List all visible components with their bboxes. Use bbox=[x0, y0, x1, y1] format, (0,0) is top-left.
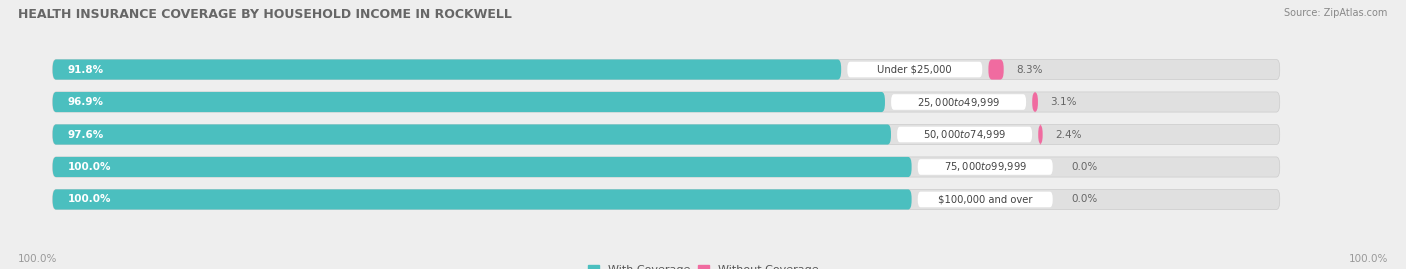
Legend: With Coverage, Without Coverage: With Coverage, Without Coverage bbox=[588, 265, 818, 269]
Text: $25,000 to $49,999: $25,000 to $49,999 bbox=[917, 95, 1000, 108]
FancyBboxPatch shape bbox=[1038, 125, 1043, 144]
Text: 100.0%: 100.0% bbox=[67, 194, 111, 204]
FancyBboxPatch shape bbox=[52, 157, 911, 177]
FancyBboxPatch shape bbox=[891, 94, 1026, 110]
Text: $50,000 to $74,999: $50,000 to $74,999 bbox=[922, 128, 1007, 141]
Text: 97.6%: 97.6% bbox=[67, 129, 104, 140]
FancyBboxPatch shape bbox=[52, 92, 884, 112]
Text: Under $25,000: Under $25,000 bbox=[877, 65, 952, 75]
Text: 0.0%: 0.0% bbox=[1071, 162, 1097, 172]
FancyBboxPatch shape bbox=[52, 125, 1279, 144]
Text: 100.0%: 100.0% bbox=[1348, 254, 1388, 264]
Text: 100.0%: 100.0% bbox=[18, 254, 58, 264]
FancyBboxPatch shape bbox=[848, 62, 983, 77]
FancyBboxPatch shape bbox=[52, 157, 1279, 177]
FancyBboxPatch shape bbox=[52, 59, 841, 80]
Text: 8.3%: 8.3% bbox=[1017, 65, 1042, 75]
FancyBboxPatch shape bbox=[52, 92, 1279, 112]
FancyBboxPatch shape bbox=[52, 125, 891, 144]
Text: 2.4%: 2.4% bbox=[1054, 129, 1081, 140]
Text: 0.0%: 0.0% bbox=[1071, 194, 1097, 204]
FancyBboxPatch shape bbox=[52, 189, 911, 210]
Text: 3.1%: 3.1% bbox=[1050, 97, 1077, 107]
Text: Source: ZipAtlas.com: Source: ZipAtlas.com bbox=[1284, 8, 1388, 18]
Text: 91.8%: 91.8% bbox=[67, 65, 104, 75]
FancyBboxPatch shape bbox=[52, 59, 1279, 80]
Text: $75,000 to $99,999: $75,000 to $99,999 bbox=[943, 161, 1026, 174]
Text: 100.0%: 100.0% bbox=[67, 162, 111, 172]
Text: HEALTH INSURANCE COVERAGE BY HOUSEHOLD INCOME IN ROCKWELL: HEALTH INSURANCE COVERAGE BY HOUSEHOLD I… bbox=[18, 8, 512, 21]
FancyBboxPatch shape bbox=[918, 159, 1053, 175]
FancyBboxPatch shape bbox=[1032, 92, 1038, 112]
Text: $100,000 and over: $100,000 and over bbox=[938, 194, 1032, 204]
FancyBboxPatch shape bbox=[897, 127, 1032, 142]
FancyBboxPatch shape bbox=[988, 59, 1004, 80]
FancyBboxPatch shape bbox=[918, 192, 1053, 207]
Text: 96.9%: 96.9% bbox=[67, 97, 104, 107]
FancyBboxPatch shape bbox=[52, 189, 1279, 210]
